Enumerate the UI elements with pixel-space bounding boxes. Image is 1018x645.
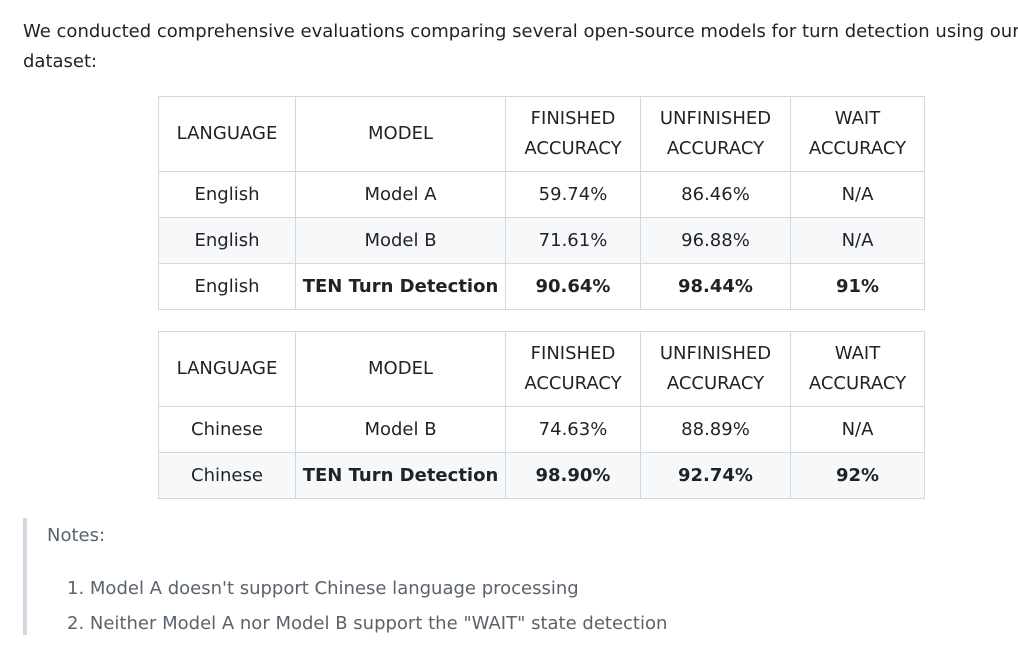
header-finished-line1: FINISHED <box>530 343 616 364</box>
cell-model: Model B <box>295 217 506 264</box>
table-row: English Model B 71.61% 96.88% N/A <box>158 217 925 264</box>
note-item: 1. Model A doesn't support Chinese langu… <box>67 578 579 599</box>
header-unfinished-accuracy: UNFINISHED ACCURACY <box>640 96 791 172</box>
header-wait-line1: WAIT <box>834 343 881 364</box>
header-model: MODEL <box>295 96 506 172</box>
table-row: English Model A 59.74% 86.46% N/A <box>158 171 925 218</box>
cell-unfinished: 88.89% <box>640 406 791 453</box>
cell-finished: 71.61% <box>505 217 641 264</box>
header-wait-line2: ACCURACY <box>808 373 907 394</box>
header-finished-line1: FINISHED <box>530 108 616 129</box>
header-unfinished-line1: UNFINISHED <box>659 343 772 364</box>
cell-unfinished: 92.74% <box>640 452 791 499</box>
intro-paragraph: We conducted comprehensive evaluations c… <box>23 21 1018 72</box>
notes-list: 1. Model A doesn't support Chinese langu… <box>47 571 667 641</box>
notes-title: Notes: <box>47 525 106 546</box>
cell-finished: 98.90% <box>505 452 641 499</box>
header-finished-line2: ACCURACY <box>524 138 622 159</box>
header-unfinished-line2: ACCURACY <box>666 373 765 394</box>
header-wait-line2: ACCURACY <box>808 138 907 159</box>
cell-language: Chinese <box>158 452 296 499</box>
cell-finished: 59.74% <box>505 171 641 218</box>
header-finished-accuracy: FINISHED ACCURACY <box>505 331 641 407</box>
cell-model: Model B <box>295 406 506 453</box>
table-row: Chinese Model B 74.63% 88.89% N/A <box>158 406 925 453</box>
table-header-row: LANGUAGE MODEL FINISHED ACCURACY UNFINIS… <box>158 96 925 172</box>
cell-wait: N/A <box>790 217 925 264</box>
chinese-results-table: LANGUAGE MODEL FINISHED ACCURACY UNFINIS… <box>158 331 925 499</box>
note-item: 2. Neither Model A nor Model B support t… <box>67 613 668 634</box>
cell-unfinished: 98.44% <box>640 263 791 310</box>
cell-finished: 74.63% <box>505 406 641 453</box>
cell-finished: 90.64% <box>505 263 641 310</box>
header-unfinished-line1: UNFINISHED <box>659 108 772 129</box>
notes-blockquote: Notes: 1. Model A doesn't support Chines… <box>23 518 927 635</box>
table-header-row: LANGUAGE MODEL FINISHED ACCURACY UNFINIS… <box>158 331 925 407</box>
cell-language: English <box>158 263 296 310</box>
header-unfinished-line2: ACCURACY <box>666 138 765 159</box>
cell-unfinished: 96.88% <box>640 217 791 264</box>
english-results-table: LANGUAGE MODEL FINISHED ACCURACY UNFINIS… <box>158 96 925 310</box>
table-row: Chinese TEN Turn Detection 98.90% 92.74%… <box>158 452 925 499</box>
cell-model: Model A <box>295 171 506 218</box>
table-row: English TEN Turn Detection 90.64% 98.44%… <box>158 263 925 310</box>
header-wait-line1: WAIT <box>834 108 881 129</box>
header-wait-accuracy: WAIT ACCURACY <box>790 331 925 407</box>
header-model: MODEL <box>295 331 506 407</box>
header-wait-accuracy: WAIT ACCURACY <box>790 96 925 172</box>
cell-model: TEN Turn Detection <box>295 263 506 310</box>
cell-language: English <box>158 171 296 218</box>
cell-language: Chinese <box>158 406 296 453</box>
header-finished-line2: ACCURACY <box>524 373 622 394</box>
cell-wait: N/A <box>790 171 925 218</box>
header-unfinished-accuracy: UNFINISHED ACCURACY <box>640 331 791 407</box>
cell-model: TEN Turn Detection <box>295 452 506 499</box>
cell-wait: 92% <box>790 452 925 499</box>
cell-wait: 91% <box>790 263 925 310</box>
header-language: LANGUAGE <box>158 331 296 407</box>
header-language: LANGUAGE <box>158 96 296 172</box>
cell-language: English <box>158 217 296 264</box>
cell-unfinished: 86.46% <box>640 171 791 218</box>
header-finished-accuracy: FINISHED ACCURACY <box>505 96 641 172</box>
cell-wait: N/A <box>790 406 925 453</box>
